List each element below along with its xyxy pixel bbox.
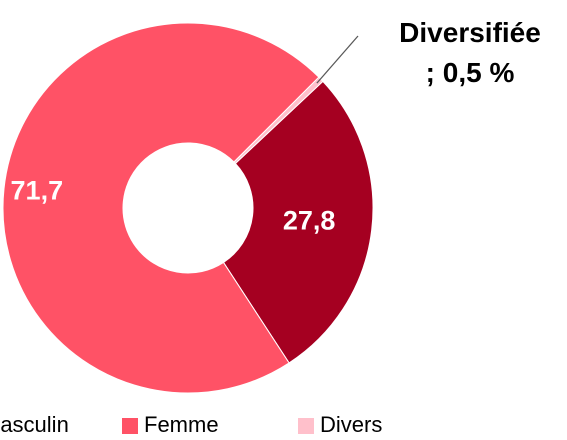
label-line: Diversifiée [399, 17, 541, 48]
value-label: Diversifiée ; 0,5 % [399, 17, 541, 88]
donut-slice [2, 22, 320, 394]
legend-swatch [122, 418, 138, 434]
legend-label: Masculin [0, 412, 69, 437]
legend-label: Femme [144, 412, 219, 437]
value-label: 71,7 [11, 175, 64, 205]
label-line: ; 0,5 % [426, 57, 515, 88]
donut-slice [222, 80, 374, 364]
leader-line [316, 35, 359, 84]
value-label: 27,8 [283, 206, 336, 236]
legend-swatch [298, 418, 314, 434]
legend-label: Divers [320, 412, 382, 437]
